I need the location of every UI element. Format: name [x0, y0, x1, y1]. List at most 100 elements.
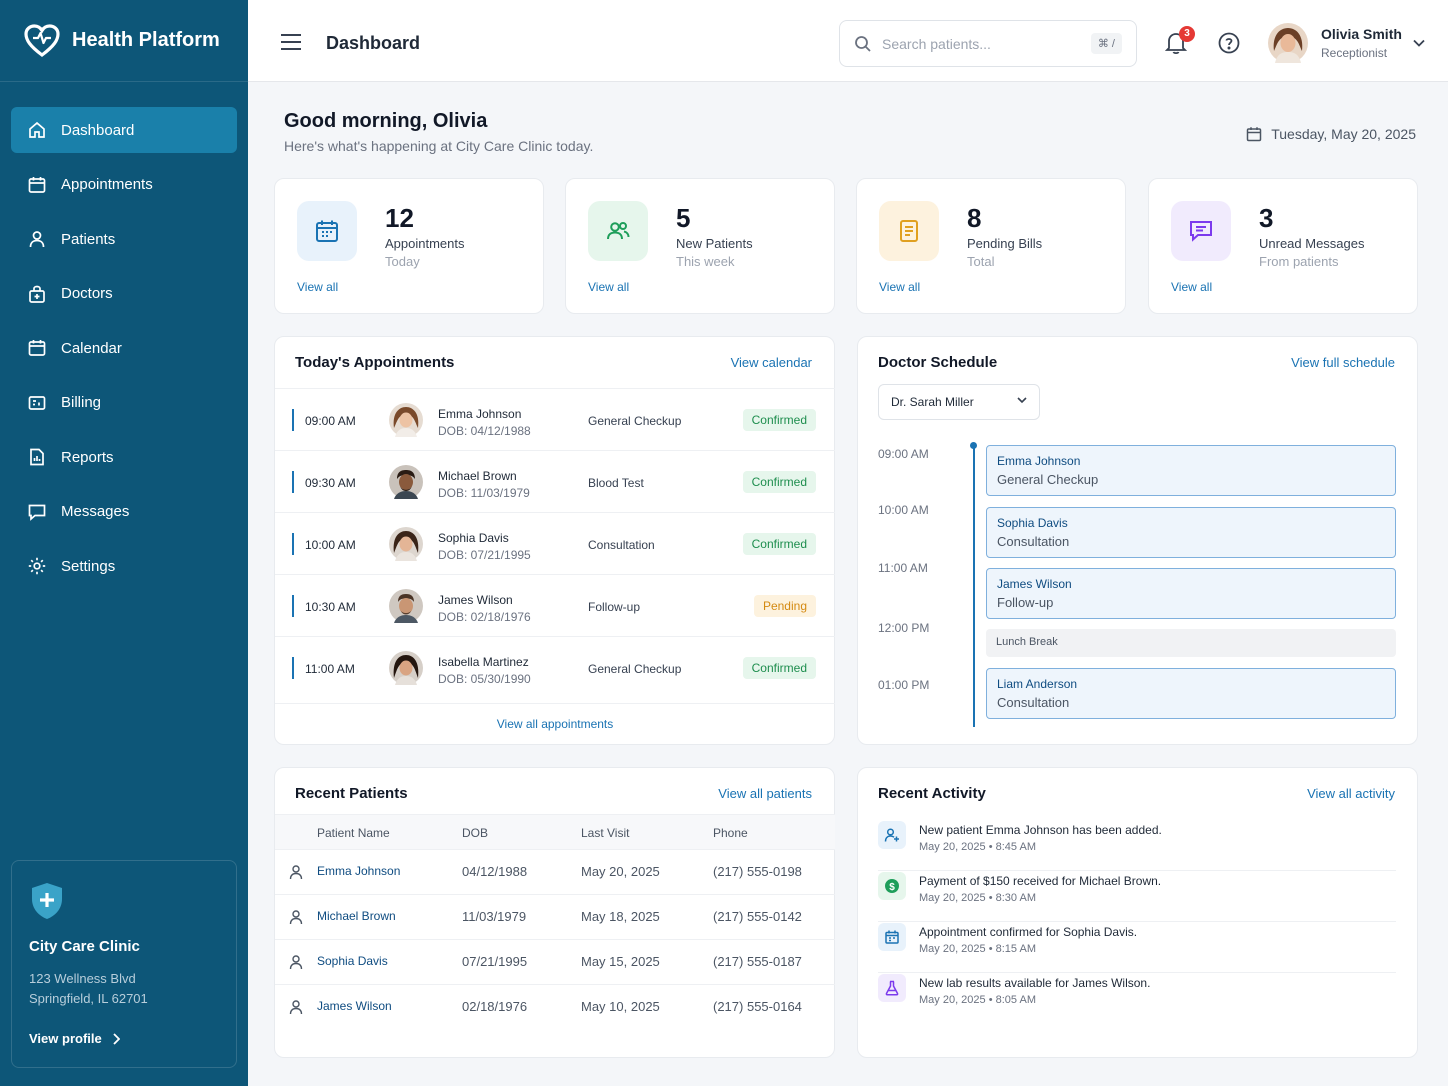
- appointment-type: Follow-up: [588, 600, 641, 614]
- patient-name: Isabella Martinez: [438, 655, 529, 669]
- slot-description: Consultation: [997, 695, 1070, 710]
- heart-logo-icon: [24, 23, 60, 57]
- calendar-icon: [1246, 127, 1262, 142]
- patient-dob: 11/03/1979: [462, 909, 527, 924]
- sidebar-item-label: Calendar: [61, 339, 122, 357]
- view-all-patients-link[interactable]: View all patients: [718, 786, 812, 801]
- view-profile-link[interactable]: View profile: [29, 1031, 219, 1046]
- user-name: Olivia Smith: [1321, 26, 1402, 42]
- schedule-slot[interactable]: Emma Johnson General Checkup: [986, 445, 1396, 496]
- billing-icon: [28, 395, 46, 410]
- column-header: DOB: [462, 826, 489, 840]
- stat-icon-wrap: [297, 201, 357, 261]
- schedule-slot[interactable]: Liam Anderson Consultation: [986, 668, 1396, 719]
- stat-view-all-link[interactable]: View all: [879, 280, 921, 294]
- table-row[interactable]: James Wilson 02/18/1976 May 10, 2025 (21…: [275, 985, 835, 1030]
- sidebar-item-dashboard[interactable]: Dashboard: [11, 107, 237, 153]
- sidebar-item-doctors[interactable]: Doctors: [11, 271, 237, 317]
- appointment-row[interactable]: 10:00 AM Sophia Davis DOB: 07/21/1995 Co…: [275, 512, 835, 574]
- last-visit: May 18, 2025: [581, 909, 660, 924]
- patient-name-link[interactable]: Sophia Davis: [317, 954, 388, 968]
- stat-card-unread-messages: 3 Unread Messages From patients View all: [1148, 178, 1418, 314]
- appointment-row[interactable]: 10:30 AM James Wilson DOB: 02/18/1976 Fo…: [275, 574, 835, 636]
- table-row[interactable]: Sophia Davis 07/21/1995 May 15, 2025 (21…: [275, 940, 835, 985]
- doctor-select[interactable]: Dr. Sarah Miller: [878, 384, 1040, 420]
- slot-time: 12:00 PM: [878, 621, 930, 635]
- stat-sub: Today: [385, 254, 420, 269]
- column-header: Last Visit: [581, 826, 630, 840]
- slot-patient: Emma Johnson: [997, 454, 1081, 468]
- home-icon: [29, 121, 45, 138]
- stat-view-all-link[interactable]: View all: [297, 280, 339, 294]
- activity-meta: May 20, 2025 • 8:45 AM: [919, 841, 1036, 853]
- view-profile-label: View profile: [29, 1031, 102, 1046]
- sidebar-item-label: Messages: [61, 503, 130, 520]
- activity-icon-wrap: [878, 821, 906, 849]
- sidebar-item-messages[interactable]: Messages: [11, 489, 237, 535]
- calendar-icon: [316, 220, 338, 242]
- patient-name-link[interactable]: Michael Brown: [317, 909, 396, 923]
- sidebar-item-appointments[interactable]: Appointments: [11, 162, 237, 208]
- table-row[interactable]: Emma Johnson 04/12/1988 May 20, 2025 (21…: [275, 850, 835, 895]
- stat-label: Pending Bills: [967, 236, 1043, 251]
- schedule-slot[interactable]: James Wilson Follow-up: [986, 568, 1396, 619]
- appointment-row[interactable]: 11:00 AM Isabella Martinez DOB: 05/30/19…: [275, 636, 835, 698]
- sidebar-item-calendar[interactable]: Calendar: [11, 325, 237, 371]
- appointment-type: General Checkup: [588, 414, 682, 428]
- calendar-icon: [885, 930, 899, 944]
- activity-text: New lab results available for James Wils…: [919, 976, 1151, 990]
- appointment-time: 09:00 AM: [305, 414, 356, 428]
- time-marker: [292, 595, 294, 617]
- clinic-card: City Care Clinic 123 Wellness Blvd Sprin…: [11, 860, 237, 1068]
- stat-view-all-link[interactable]: View all: [1171, 280, 1213, 294]
- activity-text: Appointment confirmed for Sophia Davis.: [919, 925, 1138, 939]
- menu-icon[interactable]: [280, 33, 302, 51]
- last-visit: May 15, 2025: [581, 954, 660, 969]
- stat-view-all-link[interactable]: View all: [588, 280, 630, 294]
- sidebar-item-label: Reports: [61, 448, 114, 466]
- search-input[interactable]: [882, 35, 1082, 52]
- schedule-slot[interactable]: Sophia Davis Consultation: [986, 507, 1396, 558]
- users-icon: [607, 222, 630, 240]
- brand[interactable]: Health Platform: [0, 0, 248, 82]
- chevron-right-icon: [113, 1032, 120, 1045]
- patient-name: James Wilson: [438, 593, 513, 607]
- gear-icon: [28, 557, 46, 575]
- user-icon: [289, 955, 303, 970]
- shield-plus-icon: [32, 883, 62, 919]
- view-calendar-link[interactable]: View calendar: [730, 355, 812, 370]
- sidebar-item-billing[interactable]: Billing: [11, 380, 237, 426]
- status-badge: Confirmed: [742, 533, 816, 555]
- table-row[interactable]: Michael Brown 11/03/1979 May 18, 2025 (2…: [275, 895, 835, 940]
- chevron-down-icon: [1017, 397, 1027, 404]
- user-role: Receptionist: [1321, 46, 1388, 60]
- stethoscope-icon: [29, 285, 45, 303]
- patient-name-link[interactable]: Emma Johnson: [317, 864, 401, 878]
- phone: (217) 555-0198: [713, 864, 802, 879]
- lunch-break-slot: Lunch Break: [986, 629, 1396, 657]
- activity-item: $ Payment of $150 received for Michael B…: [878, 872, 1396, 922]
- view-all-appointments-link[interactable]: View all appointments: [496, 717, 614, 731]
- appointment-row[interactable]: 09:30 AM Michael Brown DOB: 11/03/1979 B…: [275, 450, 835, 512]
- doctor-schedule-card: Doctor Schedule View full schedule Dr. S…: [857, 336, 1418, 745]
- stat-label: Appointments: [385, 236, 465, 251]
- sidebar-item-label: Settings: [61, 557, 116, 575]
- activity-icon-wrap: [878, 974, 906, 1002]
- view-all-activity-link[interactable]: View all activity: [1307, 786, 1395, 801]
- search-box[interactable]: ⌘ /: [839, 20, 1137, 67]
- patient-name-link[interactable]: James Wilson: [317, 999, 392, 1013]
- greeting-title: Good morning, Olivia: [284, 110, 488, 132]
- user-menu[interactable]: Olivia Smith Receptionist: [1268, 23, 1425, 63]
- recent-activity-card: Recent Activity View all activity New pa…: [857, 767, 1418, 1058]
- clinic-name: City Care Clinic: [29, 938, 140, 955]
- view-full-schedule-link[interactable]: View full schedule: [1291, 355, 1395, 370]
- sidebar-item-patients[interactable]: Patients: [11, 216, 237, 262]
- sidebar-item-reports[interactable]: Reports: [11, 434, 237, 480]
- sidebar-item-label: Billing: [61, 394, 102, 411]
- user-icon: [289, 1000, 303, 1015]
- slot-patient: Liam Anderson: [997, 677, 1078, 691]
- column-header: Patient Name: [317, 826, 390, 840]
- help-icon[interactable]: [1218, 32, 1240, 54]
- sidebar-item-settings[interactable]: Settings: [11, 543, 237, 589]
- appointment-row[interactable]: 09:00 AM Emma Johnson DOB: 04/12/1988 Ge…: [275, 388, 835, 450]
